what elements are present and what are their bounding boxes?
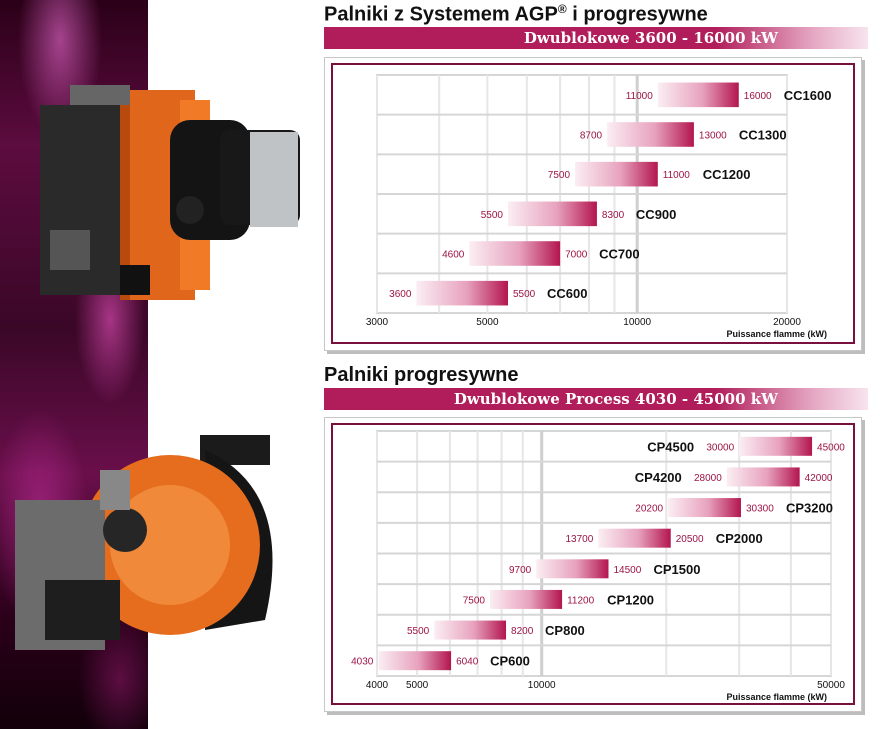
range-bar-cc900 — [507, 201, 597, 227]
section-2-band: Dwublokowe Process 4030 - 45000 kW — [324, 388, 868, 410]
max-value-label: 5500 — [513, 289, 536, 300]
section-1-band: Dwublokowe 3600 - 16000 kW — [324, 27, 868, 49]
section-1-subtitle: Dwublokowe 3600 - 16000 kW — [523, 29, 778, 47]
min-value-label: 11000 — [626, 91, 654, 102]
model-label: CP4500 — [647, 439, 694, 454]
chart-1-border — [331, 63, 855, 344]
max-value-label: 8300 — [602, 210, 625, 221]
max-value-label: 42000 — [805, 473, 833, 484]
chart-2-svg: 30000 45000 CP4500 28000 42000 CP4200 20200 303… — [351, 430, 845, 702]
min-value-label: 4030 — [351, 657, 374, 668]
range-bar-cp3200 — [668, 498, 741, 518]
range-bar-cc600 — [416, 280, 508, 306]
chart-1-frame: 11000 16000 CC1600 8700 13000 CC1300 7500 11000… — [324, 57, 862, 351]
min-value-label: 9700 — [509, 565, 532, 576]
range-bar-cp1200 — [489, 589, 563, 609]
registered-mark: ® — [557, 2, 567, 16]
x-tick-label: 5000 — [476, 317, 499, 328]
range-bar-cc1200 — [575, 161, 658, 187]
model-label: CP1200 — [607, 592, 654, 607]
model-label: CP600 — [490, 654, 530, 669]
max-value-label: 6040 — [456, 657, 479, 668]
min-value-label: 4600 — [442, 250, 465, 261]
model-label: CC900 — [636, 207, 676, 222]
x-tick-label: 10000 — [528, 680, 556, 691]
section-2-title-main: Palniki progresywne — [324, 364, 519, 386]
model-label: CP4200 — [635, 470, 682, 485]
min-value-label: 5500 — [407, 626, 430, 637]
min-value-label: 30000 — [706, 442, 734, 453]
range-bar-cp4200 — [726, 467, 800, 487]
min-value-label: 5500 — [481, 210, 504, 221]
section-1-title-main: Palniki z Systemem AGP — [324, 3, 558, 26]
section-2-title: Palniki progresywne — [324, 364, 519, 387]
x-tick-label: 4000 — [366, 680, 389, 691]
max-value-label: 16000 — [744, 91, 772, 102]
model-label: CP800 — [545, 623, 585, 638]
x-tick-label: 5000 — [406, 680, 429, 691]
min-value-label: 28000 — [694, 473, 722, 484]
model-label: CC600 — [547, 286, 587, 301]
x-axis-label: Puissance flamme (kW) — [726, 329, 827, 339]
min-value-label: 3600 — [389, 289, 412, 300]
x-tick-label: 10000 — [623, 317, 651, 328]
x-tick-label: 3000 — [366, 317, 389, 328]
chart-2-border — [331, 423, 855, 705]
range-bar-cp2000 — [598, 528, 671, 548]
max-value-label: 11200 — [567, 595, 595, 606]
max-value-label: 11000 — [663, 170, 691, 181]
model-label: CC1200 — [703, 167, 751, 182]
min-value-label: 7500 — [548, 170, 571, 181]
section-1-title-rest: i progresywne — [566, 3, 708, 26]
max-value-label: 20500 — [676, 534, 704, 545]
range-bar-cp4500 — [739, 436, 813, 456]
x-tick-label: 50000 — [817, 680, 845, 691]
min-value-label: 7500 — [463, 595, 486, 606]
range-bar-cp600 — [378, 651, 452, 671]
model-label: CP3200 — [786, 501, 833, 516]
max-value-label: 45000 — [817, 442, 845, 453]
section-1-title: Palniki z Systemem AGP® i progresywne — [324, 2, 708, 27]
burner-cc-image — [40, 85, 300, 300]
max-value-label: 7000 — [565, 250, 588, 261]
range-bar-cc1600 — [657, 82, 739, 108]
range-bar-cp800 — [434, 620, 507, 640]
section-2-subtitle: Dwublokowe Process 4030 - 45000 kW — [453, 390, 778, 408]
max-value-label: 8200 — [511, 626, 534, 637]
model-label: CP2000 — [716, 531, 763, 546]
model-label: CC1300 — [739, 128, 787, 143]
model-label: CP1500 — [653, 562, 700, 577]
min-value-label: 8700 — [580, 131, 603, 142]
max-value-label: 30300 — [746, 504, 774, 515]
min-value-label: 13700 — [565, 534, 593, 545]
burner-cp-image — [15, 435, 273, 650]
x-axis-label: Puissance flamme (kW) — [726, 692, 827, 702]
range-bar-cc1300 — [607, 122, 694, 147]
chart-1-svg: 11000 16000 CC1600 8700 13000 CC1300 7500 11000… — [366, 74, 832, 339]
range-bar-cp1500 — [536, 559, 609, 579]
max-value-label: 13000 — [699, 131, 727, 142]
min-value-label: 20200 — [635, 504, 663, 515]
model-label: CC1600 — [784, 88, 832, 103]
x-tick-label: 20000 — [773, 317, 801, 328]
model-label: CC700 — [599, 247, 639, 262]
chart-2-frame: 30000 45000 CP4500 28000 42000 CP4200 20200 303… — [324, 417, 862, 712]
max-value-label: 14500 — [613, 565, 641, 576]
range-bar-cc700 — [469, 241, 561, 266]
